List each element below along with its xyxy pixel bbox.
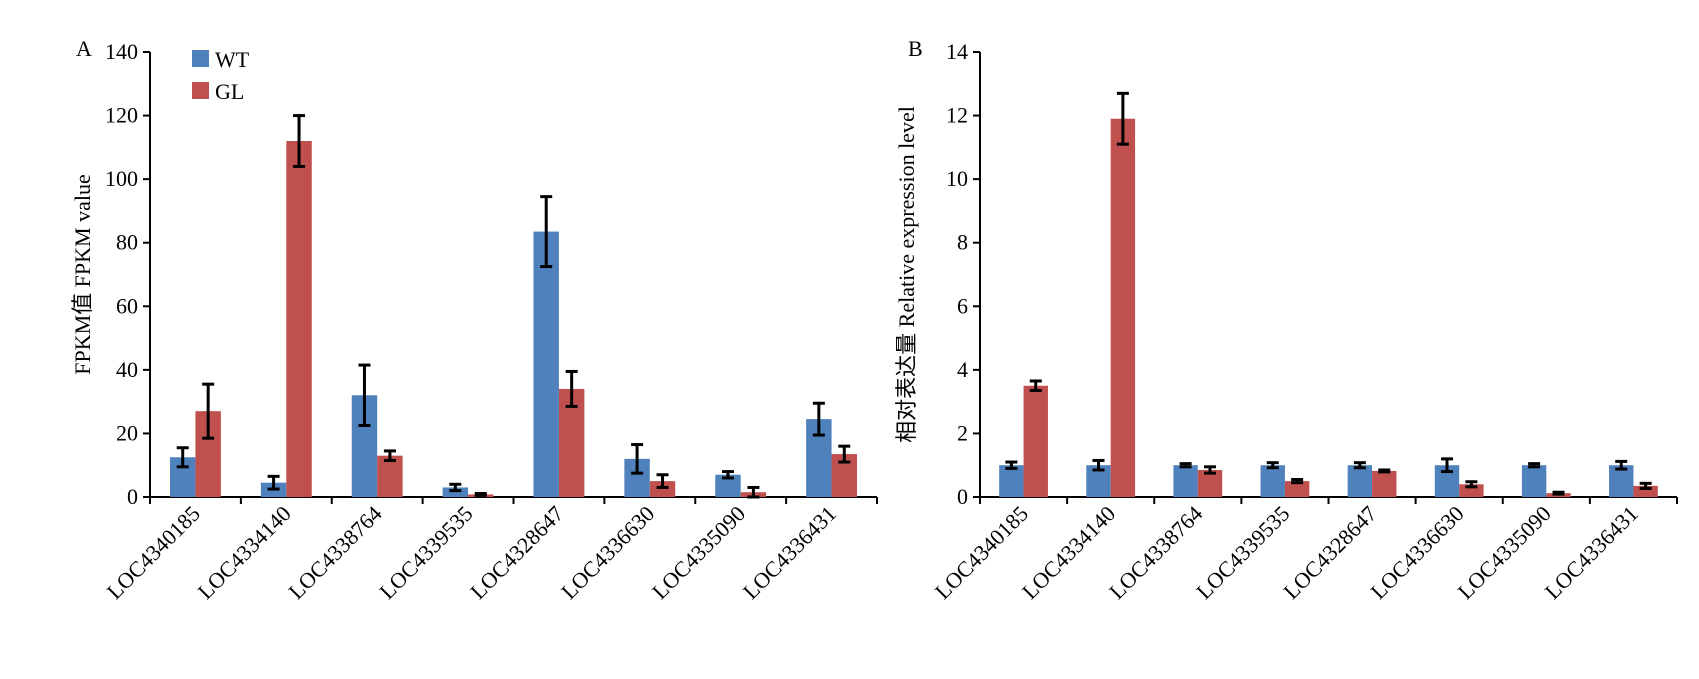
bar-b-gl-loc4328647 (1372, 470, 1397, 497)
bar-b-wt-loc4338764 (1173, 465, 1198, 497)
bar-a-wt-loc4335090 (715, 474, 741, 497)
bar-a-gl-loc4336630 (649, 481, 676, 497)
x-tick-label: LOC4339535 (1191, 501, 1294, 604)
bar-b-gl-loc4340185 (1023, 385, 1048, 497)
bar-a-wt-loc4328647 (533, 231, 559, 497)
panel-b: B 相对表达量 Relative expression level 0 2 4 6 8 10 1… (894, 36, 1678, 604)
y-tick-label: 12 (946, 103, 968, 128)
y-tick-label: 0 (127, 484, 138, 509)
panel-a: A FPKM值 FPKM value 0 20 40 60 80 100 120 140 LOC43… (70, 36, 878, 604)
y-tick-label: 120 (105, 103, 138, 128)
legend-label-wt: WT (215, 47, 250, 72)
y-axis-title: FPKM值 FPKM value (70, 174, 95, 374)
y-tick-label: 2 (957, 420, 968, 445)
x-tick-label: LOC4338764 (1104, 501, 1207, 604)
x-tick-label: LOC4336630 (1365, 501, 1468, 604)
y-tick-label: 0 (957, 484, 968, 509)
y-tick-label: 80 (116, 230, 138, 255)
x-tick-label: LOC4334140 (1017, 501, 1120, 604)
y-tick-label: 20 (116, 420, 138, 445)
y-tick-label: 60 (116, 293, 138, 318)
bar-b-wt-loc4328647 (1347, 465, 1373, 497)
y-tick-label: 40 (116, 357, 138, 382)
panel-label: A (76, 36, 92, 61)
x-tick-label: LOC4336630 (556, 501, 659, 604)
y-axis-title: 相对表达量 Relative expression level (894, 106, 919, 443)
panel-label: B (908, 36, 923, 61)
x-tick-label: LOC4336431 (1540, 501, 1643, 604)
x-tick-label: LOC4328647 (465, 501, 568, 604)
bar-b-gl-loc4336431 (1633, 485, 1658, 497)
y-tick-label: 4 (957, 357, 968, 382)
y-tick-label: 140 (105, 39, 138, 64)
x-tick-label: LOC4328647 (1278, 501, 1381, 604)
legend-swatch-wt (192, 50, 209, 67)
legend-swatch-gl (192, 82, 209, 99)
x-tick-label: LOC4340185 (102, 501, 205, 604)
y-tick-label: 100 (105, 166, 138, 191)
y-tick-label: 14 (946, 39, 968, 64)
x-tick-label: LOC4334140 (193, 501, 296, 604)
bar-a-gl-loc4334140 (286, 141, 312, 497)
bar-b-wt-loc4339535 (1260, 465, 1285, 497)
bar-b-wt-loc4340185 (999, 465, 1024, 497)
y-tick-label: 8 (957, 230, 968, 255)
legend-label-gl: GL (215, 79, 244, 104)
x-tick-label: LOC4336431 (738, 501, 841, 604)
y-tick-label: 10 (946, 166, 968, 191)
x-tick-label: LOC4335090 (647, 501, 750, 604)
bar-b-gl-loc4334140 (1110, 118, 1136, 497)
x-tick-label: LOC4335090 (1453, 501, 1556, 604)
x-tick-label: LOC4339535 (374, 501, 477, 604)
bar-a-gl-loc4338764 (377, 455, 403, 497)
bar-b-wt-loc4335090 (1521, 465, 1547, 497)
x-tick-label: LOC4338764 (283, 501, 386, 604)
bar-a-wt-loc4339535 (442, 487, 469, 497)
bar-b-gl-loc4336630 (1459, 484, 1484, 497)
y-tick-label: 6 (957, 293, 968, 318)
bar-b-gl-loc4339535 (1284, 481, 1310, 497)
x-tick-label: LOC4340185 (930, 501, 1033, 604)
